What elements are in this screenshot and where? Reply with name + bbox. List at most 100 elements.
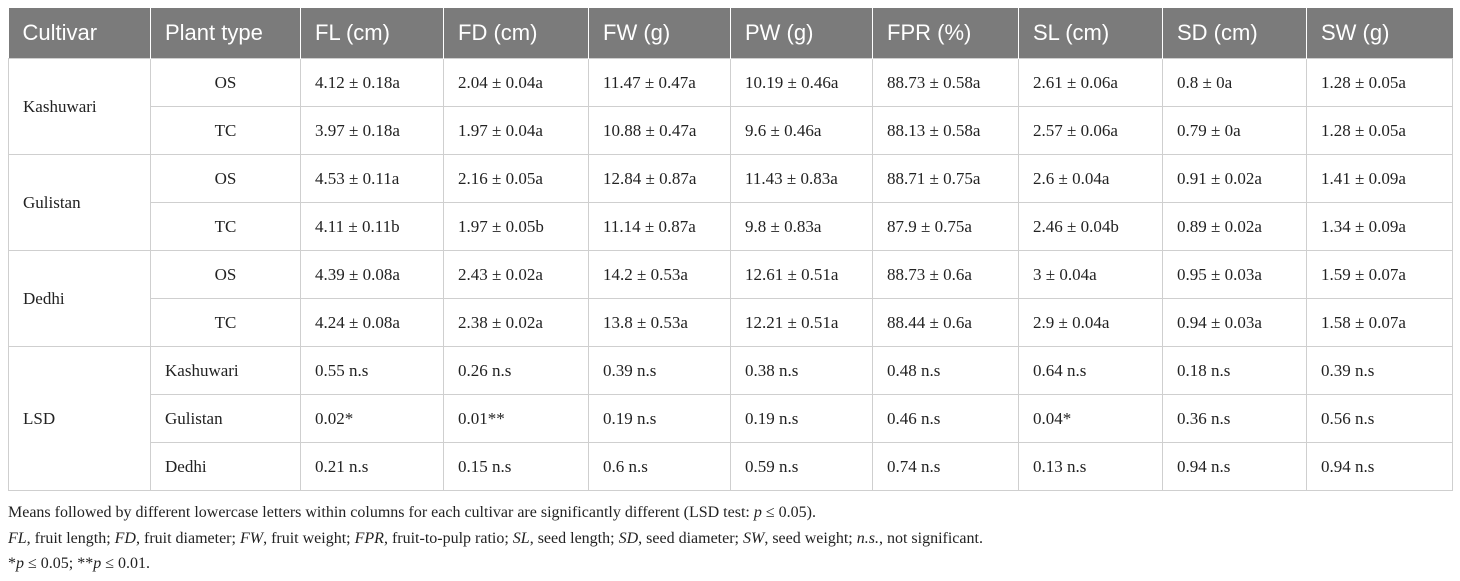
- value-cell: 0.6 n.s: [588, 442, 731, 491]
- value-cell: 0.38 n.s: [730, 346, 873, 395]
- header-cell: FL (cm): [300, 8, 444, 59]
- value-cell: 1.28 ± 0.05a: [1306, 58, 1453, 107]
- value-cell: 4.53 ± 0.11a: [300, 154, 444, 203]
- type-cell: OS: [150, 250, 301, 299]
- note-text: Means followed by different lowercase le…: [8, 504, 754, 521]
- note-text: FPR: [354, 529, 384, 547]
- type-cell: OS: [150, 58, 301, 107]
- type-cell: TC: [150, 106, 301, 155]
- value-cell: 0.19 n.s: [588, 394, 731, 443]
- note-text: p: [93, 555, 102, 572]
- value-cell: 0.36 n.s: [1162, 394, 1307, 443]
- value-cell: 2.61 ± 0.06a: [1018, 58, 1163, 107]
- value-cell: 4.24 ± 0.08a: [300, 298, 444, 347]
- table-row: Gulistan 0.02* 0.01** 0.19 n.s 0.19 n.s 0.46 …: [9, 394, 1453, 443]
- type-cell: Kashuwari: [150, 346, 301, 395]
- type-cell: TC: [150, 298, 301, 347]
- cultivar-cell: Dedhi: [8, 250, 151, 347]
- header-cell: FD (cm): [443, 8, 589, 59]
- note-text: FW: [239, 529, 264, 547]
- header-cell: FW (g): [588, 8, 731, 59]
- value-cell: 1.34 ± 0.09a: [1306, 202, 1453, 251]
- value-cell: 0.55 n.s: [300, 346, 444, 395]
- table-row: LSD Kashuwari 0.55 n.s 0.26 n.s 0.39 n.s 0.38…: [8, 346, 1453, 491]
- value-cell: 12.84 ± 0.87a: [588, 154, 731, 203]
- value-cell: 0.46 n.s: [872, 394, 1019, 443]
- type-cell: OS: [150, 154, 301, 203]
- value-cell: 0.21 n.s: [300, 442, 444, 491]
- value-cell: 4.12 ± 0.18a: [300, 58, 444, 107]
- note-text: ≤ 0.05; **: [24, 555, 94, 572]
- value-cell: 1.41 ± 0.09a: [1306, 154, 1453, 203]
- value-cell: 1.58 ± 0.07a: [1306, 298, 1453, 347]
- header-cell: PW (g): [730, 8, 873, 59]
- value-cell: 1.59 ± 0.07a: [1306, 250, 1453, 299]
- note-text: SD: [618, 529, 639, 547]
- footnote: *p ≤ 0.05; **p ≤ 0.01.: [8, 551, 983, 577]
- value-cell: 0.91 ± 0.02a: [1162, 154, 1307, 203]
- value-cell: 0.18 n.s: [1162, 346, 1307, 395]
- value-cell: 0.19 n.s: [730, 394, 873, 443]
- header-cell: Plant type: [150, 8, 301, 59]
- value-cell: 0.04*: [1018, 394, 1163, 443]
- value-cell: 0.59 n.s: [730, 442, 873, 491]
- value-cell: 0.74 n.s: [872, 442, 1019, 491]
- note-text: SL: [512, 529, 530, 547]
- table-row: Dedhi OS 4.39 ± 0.08a 2.43 ± 0.02a 14.2 ± 0.…: [8, 250, 1453, 347]
- note-text: , fruit length;: [26, 529, 115, 547]
- value-cell: 11.43 ± 0.83a: [730, 154, 873, 203]
- header-cell: SW (g): [1306, 8, 1453, 59]
- value-cell: 10.88 ± 0.47a: [588, 106, 731, 155]
- value-cell: 88.13 ± 0.58a: [872, 106, 1019, 155]
- value-cell: 3.97 ± 0.18a: [300, 106, 444, 155]
- table-row: Dedhi 0.21 n.s 0.15 n.s 0.6 n.s 0.59 n.s 0.74…: [9, 442, 1453, 491]
- header-cell: FPR (%): [872, 8, 1019, 59]
- value-cell: 2.38 ± 0.02a: [443, 298, 589, 347]
- value-cell: 0.8 ± 0a: [1162, 58, 1307, 107]
- footnotes: Means followed by different lowercase le…: [8, 500, 983, 577]
- cultivar-cell: Kashuwari: [8, 58, 151, 155]
- note-text: , fruit diameter;: [135, 529, 240, 547]
- value-cell: 1.28 ± 0.05a: [1306, 106, 1453, 155]
- value-cell: 0.94 n.s: [1162, 442, 1307, 491]
- value-cell: 2.6 ± 0.04a: [1018, 154, 1163, 203]
- note-text: , seed weight;: [764, 529, 857, 547]
- note-text: , seed length;: [529, 529, 619, 547]
- value-cell: 0.56 n.s: [1306, 394, 1453, 443]
- type-cell: TC: [150, 202, 301, 251]
- header-row: Cultivar Plant type FL (cm) FD (cm) FW (g) PW…: [8, 8, 1453, 59]
- value-cell: 2.9 ± 0.04a: [1018, 298, 1163, 347]
- table-row: Gulistan OS 4.53 ± 0.11a 2.16 ± 0.05a 12.84 …: [8, 154, 1453, 251]
- value-cell: 12.21 ± 0.51a: [730, 298, 873, 347]
- value-cell: 87.9 ± 0.75a: [872, 202, 1019, 251]
- header-cell: SL (cm): [1018, 8, 1163, 59]
- header-cell: SD (cm): [1162, 8, 1307, 59]
- value-cell: 0.94 n.s: [1306, 442, 1453, 491]
- value-cell: 0.02*: [300, 394, 444, 443]
- table-row: TC 4.11 ± 0.11b 1.97 ± 0.05b 11.14 ± 0.87a 9…: [9, 202, 1453, 251]
- note-text: , seed diameter;: [638, 529, 743, 547]
- value-cell: 0.64 n.s: [1018, 346, 1163, 395]
- value-cell: 0.39 n.s: [1306, 346, 1453, 395]
- value-cell: 0.48 n.s: [872, 346, 1019, 395]
- type-cell: Dedhi: [150, 442, 301, 491]
- value-cell: 12.61 ± 0.51a: [730, 250, 873, 299]
- footnote: FL, fruit length; FD, fruit diameter; FW…: [8, 526, 983, 552]
- note-text: , not significant.: [878, 529, 983, 547]
- value-cell: 88.71 ± 0.75a: [872, 154, 1019, 203]
- value-cell: 4.11 ± 0.11b: [300, 202, 444, 251]
- header-cell: Cultivar: [8, 8, 151, 59]
- value-cell: 2.04 ± 0.04a: [443, 58, 589, 107]
- type-cell: Gulistan: [150, 394, 301, 443]
- value-cell: 0.89 ± 0.02a: [1162, 202, 1307, 251]
- value-cell: 2.43 ± 0.02a: [443, 250, 589, 299]
- cultivar-cell: LSD: [8, 346, 151, 491]
- table-row: Kashuwari OS 4.12 ± 0.18a 2.04 ± 0.04a 11.47…: [8, 58, 1453, 155]
- table-row: TC 4.24 ± 0.08a 2.38 ± 0.02a 13.8 ± 0.53a 12…: [9, 298, 1453, 347]
- value-cell: 0.94 ± 0.03a: [1162, 298, 1307, 347]
- value-cell: 9.6 ± 0.46a: [730, 106, 873, 155]
- value-cell: 0.15 n.s: [443, 442, 589, 491]
- value-cell: 0.01**: [443, 394, 589, 443]
- value-cell: 88.73 ± 0.6a: [872, 250, 1019, 299]
